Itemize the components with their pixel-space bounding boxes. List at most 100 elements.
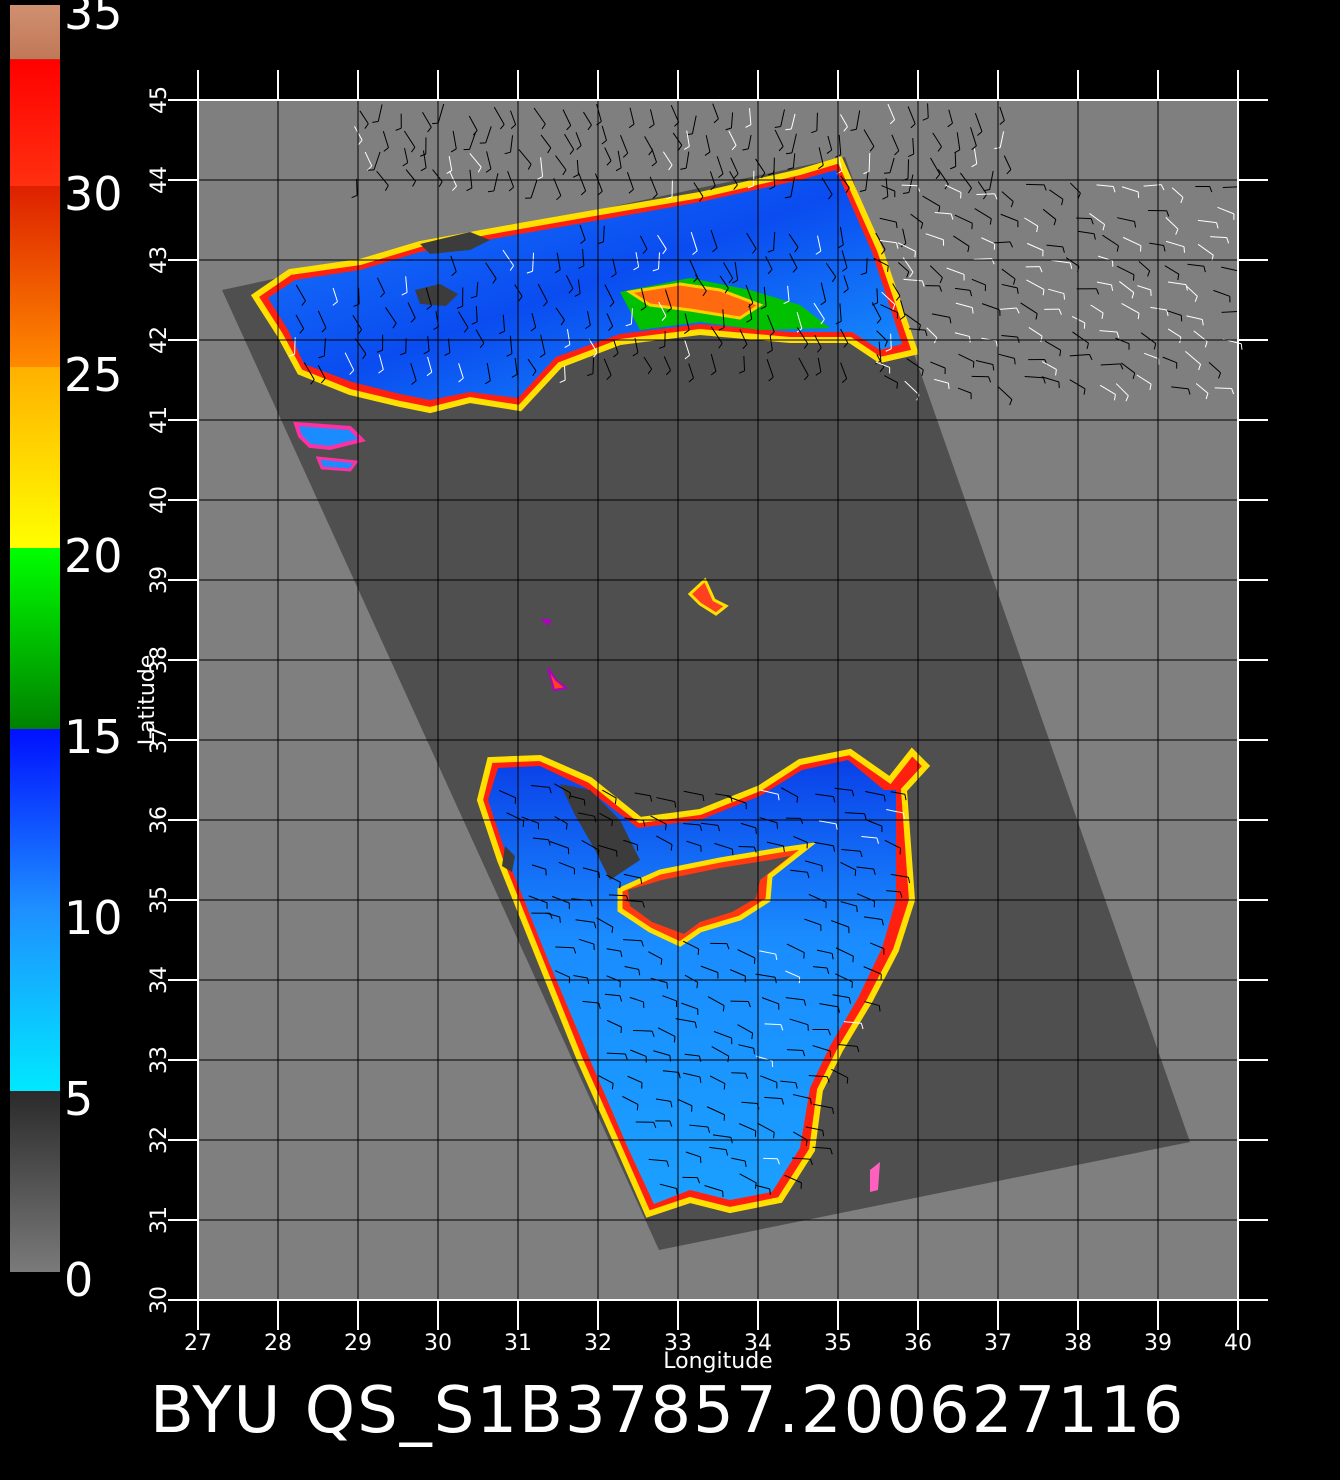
- wind-barb-feather: [559, 379, 566, 384]
- wind-barb-feather: [939, 277, 943, 284]
- wind-barb: [719, 275, 729, 289]
- wind-barb: [1171, 386, 1189, 390]
- wind-barb: [493, 106, 505, 125]
- wind-barb-feather: [664, 824, 667, 831]
- wind-barb: [946, 267, 965, 275]
- wind-barb-feather: [859, 189, 866, 193]
- wind-barb-feather: [593, 352, 598, 358]
- wind-barb-feather: [802, 1050, 806, 1057]
- wind-barb-feather: [647, 368, 653, 375]
- wind-barb: [540, 134, 552, 149]
- wind-barb-feather: [775, 953, 778, 961]
- wind-barb-feather: [683, 146, 690, 150]
- wind-barb-feather: [1055, 369, 1057, 376]
- wind-barb-feather: [904, 794, 907, 801]
- wind-barb: [622, 1095, 639, 1105]
- wind-barb-feather: [376, 349, 383, 353]
- wind-barb: [578, 172, 587, 192]
- wind-barb: [663, 356, 671, 371]
- wind-barb: [714, 842, 733, 850]
- marmara-patch-2: [315, 456, 359, 472]
- wind-barb: [934, 378, 949, 384]
- wind-barb: [686, 840, 701, 847]
- wind-barb-feather: [451, 271, 457, 276]
- wind-barb: [684, 313, 690, 331]
- wind-barb-feather: [1036, 225, 1039, 233]
- wind-barb-feather: [541, 123, 546, 130]
- wind-barb: [840, 901, 857, 907]
- wind-barb: [689, 259, 699, 278]
- satellite-swath: [222, 157, 1190, 1250]
- wind-barb-feather: [921, 280, 925, 287]
- wind-barb: [925, 233, 944, 241]
- wind-barb: [700, 965, 719, 973]
- wind-barb-feather: [994, 193, 998, 200]
- wind-barb-feather: [666, 196, 673, 200]
- wind-barb-feather: [879, 366, 885, 373]
- wind-barb-feather: [787, 167, 794, 170]
- wind-barb: [604, 147, 612, 162]
- wind-barb: [620, 134, 629, 154]
- wind-barb: [377, 104, 383, 122]
- wind-barb: [977, 181, 988, 195]
- wind-barb-feather: [856, 1046, 860, 1053]
- wind-barb: [759, 950, 776, 955]
- wind-barb: [927, 103, 929, 118]
- wind-barb-feather: [432, 122, 439, 125]
- wind-barb: [498, 789, 516, 799]
- islands: [540, 577, 880, 1192]
- wind-barb: [573, 975, 588, 979]
- wind-barb: [545, 912, 560, 918]
- wind-barb-feather: [601, 139, 607, 145]
- wind-barb-feather: [835, 823, 838, 830]
- wind-barb: [843, 1021, 862, 1024]
- wind-barb-feather: [742, 148, 749, 151]
- wind-barb-feather: [832, 1107, 835, 1115]
- wind-barb-feather: [773, 1132, 775, 1139]
- wind-barb: [627, 1075, 643, 1084]
- wind-barb: [683, 822, 701, 826]
- cyprus-land: [628, 856, 790, 934]
- wind-barb-feather: [883, 172, 891, 174]
- wind-barb: [796, 327, 809, 344]
- wind-barb: [598, 844, 617, 852]
- wind-barb-feather: [947, 122, 953, 128]
- wind-barb: [785, 997, 805, 1001]
- colorbar-label: 5: [64, 1072, 93, 1126]
- wind-barb-feather: [805, 1139, 808, 1146]
- wind-barb: [502, 249, 514, 266]
- wind-barb-feather: [653, 1122, 657, 1129]
- wind-barb: [973, 258, 992, 260]
- wind-barb: [973, 148, 978, 164]
- med-calm-patch: [560, 784, 640, 880]
- wind-barb: [510, 135, 514, 153]
- wind-barb: [840, 114, 848, 127]
- wind-barb-feather: [746, 318, 752, 323]
- wind-barb: [629, 996, 644, 1003]
- wind-barb-feather: [399, 352, 406, 356]
- wind-barb: [929, 265, 943, 278]
- wind-barb-feather: [880, 249, 886, 255]
- wind-barb-feather: [774, 126, 781, 128]
- wind-barb-feather: [357, 139, 363, 146]
- wind-barb: [596, 917, 614, 928]
- wind-barb-feather: [668, 164, 673, 171]
- wind-barb: [659, 1183, 677, 1190]
- wind-barb-feather: [1096, 288, 1100, 295]
- wind-barb: [868, 153, 871, 172]
- wind-barb: [843, 275, 849, 290]
- wind-barb-feather: [899, 891, 903, 898]
- wind-barb: [558, 862, 575, 869]
- wind-barb: [1214, 387, 1232, 389]
- lon-tick-label: 29: [344, 1331, 372, 1356]
- wind-barb-feather: [642, 248, 648, 254]
- wind-barb: [798, 357, 809, 376]
- wind-barb: [765, 256, 773, 270]
- wind-barb: [579, 224, 586, 240]
- wind-barb: [643, 356, 653, 370]
- wind-barb-feather: [1069, 262, 1073, 269]
- wind-barb: [354, 338, 367, 355]
- lat-tick-label: 45: [147, 86, 172, 114]
- wind-barb-feather: [383, 147, 389, 152]
- lon-tick-labels: 27 28 29 30 31 32 33 34 35 36 37 38 39 40: [184, 1331, 1252, 1356]
